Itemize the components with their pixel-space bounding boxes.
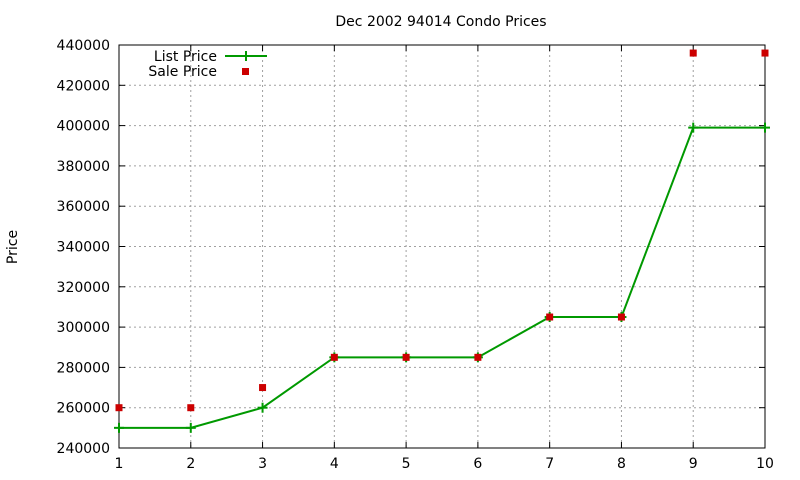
x-tick-label: 6	[473, 456, 482, 472]
y-tick-label: 320000	[57, 280, 110, 296]
chart-title: Dec 2002 94014 Condo Prices	[335, 14, 546, 30]
y-tick-label: 360000	[57, 199, 110, 215]
list-price-point	[185, 422, 196, 433]
sale-price-point	[330, 353, 338, 361]
x-tick-label: 7	[545, 456, 554, 472]
legend-marker-list-price	[241, 51, 251, 61]
sale-price-point	[115, 404, 123, 412]
y-tick-label: 300000	[57, 320, 110, 336]
x-tick-label: 9	[689, 456, 698, 472]
legend-marker-sale-price	[242, 68, 249, 75]
x-tick-label: 3	[258, 456, 267, 472]
y-tick-label: 240000	[57, 441, 110, 457]
sale-price-point	[474, 353, 482, 361]
plot-frame	[118, 44, 766, 449]
sale-price-point	[259, 384, 267, 392]
x-tick-label: 8	[617, 456, 626, 472]
list-price-line	[119, 126, 765, 429]
sale-price-point	[689, 49, 697, 57]
legend-label-list-price: List Price	[154, 49, 217, 65]
grid	[119, 45, 765, 448]
y-tick-label: 440000	[57, 38, 110, 54]
sale-price-point	[617, 313, 625, 321]
y-tick-label: 380000	[57, 159, 110, 175]
list-price-point	[760, 122, 770, 133]
sale-price-point	[187, 404, 195, 412]
y-tick-label: 420000	[57, 78, 110, 94]
y-axis-label: Price	[5, 230, 21, 264]
legend-label-sale-price: Sale Price	[148, 64, 217, 80]
x-tick-label: 10	[756, 456, 774, 472]
list-price-point	[688, 122, 699, 133]
x-tick-label: 2	[186, 456, 195, 472]
sale-price-point	[402, 353, 410, 361]
x-tick-label: 5	[402, 456, 411, 472]
legend: List Price Sale Price	[148, 49, 267, 80]
x-tick-label: 4	[330, 456, 339, 472]
axis-ticks: 240000 260000 280000 300000 320000 340000 3600…	[57, 38, 774, 472]
sale-price-point	[761, 49, 769, 57]
x-tick-label: 1	[115, 456, 124, 472]
series-layer	[114, 49, 770, 433]
y-tick-label: 400000	[57, 119, 110, 135]
y-tick-label: 280000	[57, 360, 110, 376]
sale-price-point	[546, 313, 554, 321]
list-price-point	[114, 422, 124, 433]
y-tick-label: 340000	[57, 240, 110, 256]
list-price-point	[257, 402, 268, 413]
y-tick-label: 260000	[57, 401, 110, 417]
